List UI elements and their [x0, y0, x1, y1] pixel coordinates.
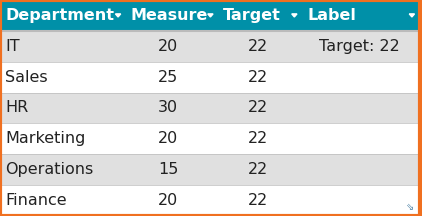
- Text: 20: 20: [158, 131, 179, 146]
- Bar: [0, 123, 420, 154]
- Text: Label: Label: [307, 8, 356, 23]
- Bar: [0, 31, 420, 62]
- Bar: [0, 62, 420, 93]
- Polygon shape: [292, 14, 297, 17]
- Text: ⇘: ⇘: [405, 202, 414, 212]
- Polygon shape: [116, 14, 121, 17]
- Bar: [0, 154, 420, 185]
- Text: 22: 22: [248, 100, 268, 116]
- Text: 20: 20: [158, 193, 179, 208]
- Text: IT: IT: [5, 39, 20, 54]
- Text: Sales: Sales: [5, 70, 48, 85]
- Text: 22: 22: [248, 162, 268, 177]
- Text: HR: HR: [5, 100, 28, 116]
- Text: Department: Department: [5, 8, 114, 23]
- Text: 15: 15: [158, 162, 179, 177]
- Text: 22: 22: [248, 193, 268, 208]
- Text: Finance: Finance: [5, 193, 67, 208]
- Text: 30: 30: [158, 100, 179, 116]
- Bar: [0, 185, 420, 216]
- Text: Measure: Measure: [131, 8, 208, 23]
- Text: 22: 22: [248, 131, 268, 146]
- Text: Target: Target: [223, 8, 281, 23]
- Bar: [0, 93, 420, 123]
- Text: Target: 22: Target: 22: [319, 39, 400, 54]
- Text: Marketing: Marketing: [5, 131, 85, 146]
- Polygon shape: [208, 14, 213, 17]
- Text: 22: 22: [248, 39, 268, 54]
- Bar: [0, 0, 420, 31]
- Text: 22: 22: [248, 70, 268, 85]
- Text: 20: 20: [158, 39, 179, 54]
- Text: 25: 25: [158, 70, 179, 85]
- Polygon shape: [409, 14, 414, 17]
- Text: Operations: Operations: [5, 162, 93, 177]
